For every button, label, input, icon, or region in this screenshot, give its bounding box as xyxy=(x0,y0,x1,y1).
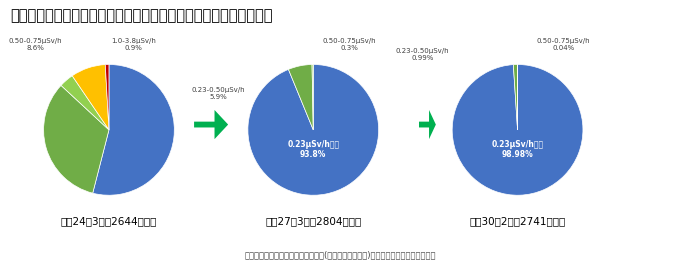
Wedge shape xyxy=(513,64,518,130)
Text: 0.50-0.75μSv/h
0.04%: 0.50-0.75μSv/h 0.04% xyxy=(537,38,590,51)
Text: 0.23μSv/h未満
54.0%: 0.23μSv/h未満 54.0% xyxy=(1,226,53,246)
Polygon shape xyxy=(419,110,436,139)
Text: 0.23-0.50μSv/h
5.9%: 0.23-0.50μSv/h 5.9% xyxy=(191,87,245,100)
Text: 0.23μSv/h未満
98.98%: 0.23μSv/h未満 98.98% xyxy=(492,140,543,159)
Wedge shape xyxy=(312,64,313,130)
Text: 1.0-3.8μSv/h
0.9%: 1.0-3.8μSv/h 0.9% xyxy=(111,38,156,51)
Wedge shape xyxy=(248,64,379,195)
Wedge shape xyxy=(289,64,313,130)
Title: 平成24年3月（2644地点）: 平成24年3月（2644地点） xyxy=(61,217,157,227)
Title: 平成27年3月（2804地点）: 平成27年3月（2804地点） xyxy=(265,217,362,227)
Text: 0.23-0.50μSv/h
0.99%: 0.23-0.50μSv/h 0.99% xyxy=(396,48,449,61)
Text: モニタリングポストにおける空間線量率の推移（市町村除染地域）: モニタリングポストにおける空間線量率の推移（市町村除染地域） xyxy=(10,8,272,23)
Wedge shape xyxy=(106,64,109,130)
Wedge shape xyxy=(93,64,174,195)
Wedge shape xyxy=(61,76,109,130)
Wedge shape xyxy=(452,64,583,195)
Text: 0.50-0.75μSv/h
8.6%: 0.50-0.75μSv/h 8.6% xyxy=(9,38,62,51)
Text: 0.23μSv/h未満
93.8%: 0.23μSv/h未満 93.8% xyxy=(287,140,339,159)
Polygon shape xyxy=(194,110,228,139)
Wedge shape xyxy=(72,65,109,130)
Wedge shape xyxy=(44,85,109,193)
Text: 出典：「放射線モニタリング情報」(原子力規制姓員会)のデータをもとに福島県作成: 出典：「放射線モニタリング情報」(原子力規制姓員会)のデータをもとに福島県作成 xyxy=(244,251,437,260)
Title: 平成30年2月（2741地点）: 平成30年2月（2741地点） xyxy=(469,217,566,227)
Text: 0.50-0.75μSv/h
0.3%: 0.50-0.75μSv/h 0.3% xyxy=(322,38,376,51)
